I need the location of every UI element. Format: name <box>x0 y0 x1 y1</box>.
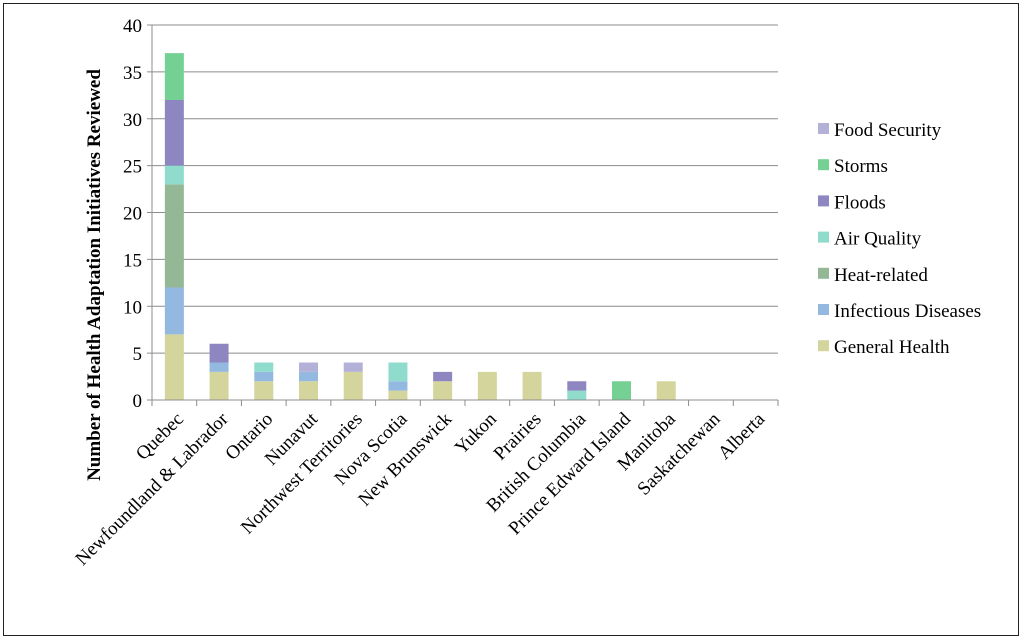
bar-segment-storms <box>164 53 184 100</box>
bar-segment-food-security <box>299 362 318 372</box>
bar-segment-floods <box>164 100 184 166</box>
legend-label: Food Security <box>834 120 942 141</box>
legend-swatch <box>818 267 829 279</box>
y-tick-label: 20 <box>123 204 142 225</box>
legend-label: Infectious Diseases <box>834 301 981 322</box>
legend-label: Heat-related <box>834 265 928 286</box>
legend-swatch <box>818 195 829 207</box>
bar-segment-infectious-diseases <box>254 371 274 382</box>
bars <box>164 53 676 400</box>
bar-segment-general-health <box>388 390 408 400</box>
bar-segment-air-quality <box>388 362 408 382</box>
bar-segment-infectious-diseases <box>164 287 184 335</box>
bar-segment-floods <box>209 343 229 363</box>
bar-segment-storms <box>612 381 631 400</box>
bar-segment-infectious-diseases <box>299 371 318 382</box>
y-tick-label: 25 <box>123 157 142 178</box>
legend-swatch <box>818 340 829 352</box>
bar-segment-heat-related <box>164 184 184 288</box>
bar-segment-general-health <box>522 371 542 400</box>
bar-segment-air-quality <box>567 390 587 400</box>
legend-swatch <box>818 159 829 171</box>
gridlines <box>152 24 778 354</box>
bar-segment-general-health <box>656 381 676 400</box>
bar-segment-general-health <box>433 381 453 400</box>
y-tick-label: 15 <box>123 250 142 271</box>
legend-label: Floods <box>834 192 886 213</box>
bar-segment-floods <box>567 381 587 391</box>
bar-segment-air-quality <box>254 362 274 372</box>
y-tick-label: 30 <box>123 110 142 131</box>
x-category-label: Alberta <box>714 408 770 464</box>
legend-label: Storms <box>834 156 888 177</box>
bar-segment-general-health <box>254 381 274 400</box>
y-tick-label: 40 <box>123 16 142 37</box>
bar-segment-general-health <box>164 334 184 400</box>
legend-label: Air Quality <box>834 229 922 250</box>
bar-segment-general-health <box>343 371 363 400</box>
y-axis-title: Number of Health Adaptation Initiatives … <box>84 69 105 481</box>
bar-segment-floods <box>433 371 453 382</box>
legend-swatch <box>818 123 829 134</box>
legend-label: General Health <box>834 337 950 358</box>
bar-segment-air-quality <box>164 165 184 185</box>
bar-segment-infectious-diseases <box>209 362 229 372</box>
bar-segment-food-security <box>343 362 363 372</box>
y-tick-label: 5 <box>133 344 143 365</box>
bar-segment-general-health <box>299 381 318 400</box>
legend: Food Security Storms Floods Air Quality Heat… <box>818 120 981 358</box>
axes <box>147 24 779 406</box>
bar-segment-infectious-diseases <box>388 381 408 391</box>
y-tick-labels: 0 5 10 15 20 25 30 35 40 <box>123 16 142 412</box>
y-tick-label: 10 <box>123 297 142 318</box>
y-tick-label: 0 <box>133 391 143 412</box>
bar-segment-general-health <box>209 371 229 400</box>
legend-swatch <box>818 304 829 315</box>
bar-segment-general-health <box>477 371 497 400</box>
y-tick-label: 35 <box>123 63 142 84</box>
legend-swatch <box>818 231 829 243</box>
